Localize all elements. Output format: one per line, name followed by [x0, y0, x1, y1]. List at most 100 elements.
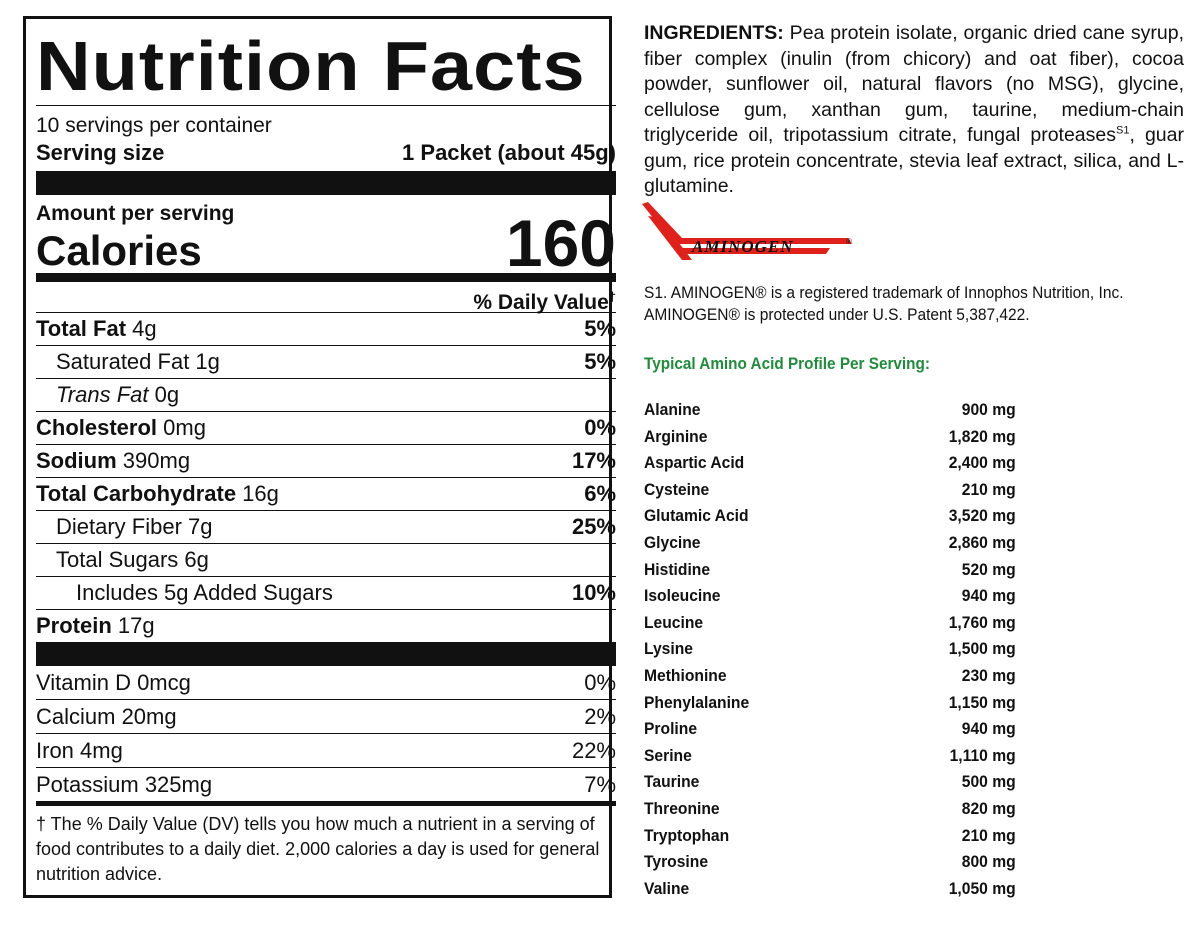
amino-name: Aspartic Acid: [644, 453, 745, 473]
calories-value: 160: [505, 206, 616, 280]
nutrient-name: Sodium: [36, 448, 117, 473]
serving-size-label: Serving size: [36, 140, 165, 165]
amino-row: Tyrosine 800 mg: [644, 849, 1016, 876]
amino-name: Glycine: [644, 532, 701, 552]
dagger-mark: †: [608, 289, 616, 304]
amino-amount: 2,400 mg: [948, 453, 1016, 473]
amino-name: Methionine: [644, 665, 727, 685]
amino-profile-table: Alanine 900 mg Arginine 1,820 mg Aspartic Ac…: [644, 397, 1016, 902]
amino-row: Lysine 1,500 mg: [644, 636, 1016, 663]
amino-amount: 940 mg: [961, 586, 1016, 606]
nutrient-amount: 7g: [181, 514, 213, 539]
vitamin-dv: 22%: [571, 738, 616, 763]
nutrient-amount: 1g: [189, 349, 220, 374]
vitamin-label: Potassium 325mg: [36, 772, 213, 797]
amino-amount: 1,760 mg: [948, 612, 1016, 632]
title-divider: [36, 105, 616, 106]
nutrient-amount: 0g: [148, 382, 180, 407]
nutrient-name: Total Carbohydrate: [36, 481, 237, 506]
daily-value-footnote: † The % Daily Value (DV) tells you how m…: [36, 814, 600, 884]
ingredients-text: Pea protein isolate, organic dried cane …: [644, 22, 1184, 146]
trademark-note: S1. AMINOGEN® is a registered trademark …: [644, 284, 1124, 324]
amino-name: Valine: [644, 878, 690, 898]
amino-row: Leucine 1,760 mg: [644, 610, 1016, 637]
amino-row: Glycine 2,860 mg: [644, 530, 1016, 557]
amino-amount: 1,110 mg: [949, 745, 1016, 765]
nutrient-name: Total Fat: [36, 316, 127, 341]
nutrient-dv: 17%: [571, 448, 616, 473]
nutrient-name-rest: Fat: [110, 382, 149, 407]
nutrient-row-sodium: Sodium 390mg 17%: [36, 444, 616, 477]
vitamin-dv: 2%: [584, 704, 616, 729]
amino-row: Isoleucine 940 mg: [644, 583, 1016, 610]
amino-amount: 1,500 mg: [948, 639, 1016, 659]
amino-amount: 820 mg: [961, 798, 1016, 818]
amount-per-serving-label: Amount per serving: [36, 202, 235, 225]
nutrient-row-total-fat: Total Fat 4g 5%: [36, 312, 616, 345]
amino-row: Serine 1,110 mg: [644, 743, 1016, 770]
amino-amount: 520 mg: [961, 559, 1016, 579]
nutrient-amount: 17g: [111, 613, 155, 638]
amino-row: Methionine 230 mg: [644, 663, 1016, 690]
vitamin-label: Iron 4mg: [36, 738, 123, 763]
nutrient-row-protein: Protein 17g: [36, 609, 616, 642]
nutrient-name: Total Sugars: [56, 547, 179, 572]
nutrition-facts-panel: Nutrition Facts 10 servings per containe…: [23, 16, 616, 898]
amino-row: Alanine 900 mg: [644, 397, 1016, 424]
amino-row: Tryptophan 210 mg: [644, 823, 1016, 850]
amino-row: Aspartic Acid 2,400 mg: [644, 450, 1016, 477]
nutrient-amount: 0mg: [157, 415, 206, 440]
daily-value-header-text: % Daily Value: [473, 291, 609, 314]
amino-profile-heading: Typical Amino Acid Profile Per Serving:: [644, 354, 930, 373]
amino-row: Valine 1,050 mg: [644, 876, 1016, 903]
nutrient-dv: 0%: [584, 415, 616, 440]
amino-amount: 800 mg: [961, 852, 1016, 872]
aminogen-logo-graphic: AMINOGEN ®: [642, 202, 852, 260]
nutrient-name: Saturated Fat: [56, 349, 190, 374]
amino-name: Glutamic Acid: [644, 506, 749, 526]
amino-name: Tryptophan: [644, 825, 730, 845]
amino-name: Taurine: [644, 772, 700, 792]
nutrient-amount: 390mg: [116, 448, 191, 473]
logo-registered-mark: ®: [846, 237, 852, 246]
amino-name: Threonine: [644, 798, 720, 818]
amino-name: Cysteine: [644, 479, 710, 499]
amino-row: Phenylalanine 1,150 mg: [644, 690, 1016, 717]
serving-size-value: 1 Packet (about 45g): [402, 140, 616, 165]
nutrient-dv: 25%: [571, 514, 616, 539]
amino-amount: 230 mg: [961, 665, 1016, 685]
amino-amount: 1,820 mg: [948, 426, 1016, 446]
amino-amount: 1,150 mg: [948, 692, 1016, 712]
nutrient-row-added-sugars: Includes 5g Added Sugars 10%: [36, 576, 616, 609]
calories-row: Calories 160: [36, 206, 616, 280]
nutrient-dv: 5%: [584, 316, 616, 341]
footnote-divider: [36, 801, 616, 806]
nutrition-facts-title: Nutrition Facts: [36, 27, 586, 105]
nutrient-amount: 4g: [126, 316, 157, 341]
nutrient-row-saturated-fat: Saturated Fat 1g 5%: [36, 345, 616, 378]
vitamin-dv: 0%: [584, 670, 616, 695]
nutrient-amount: 16g: [236, 481, 279, 506]
nutrient-name: Protein: [36, 613, 112, 638]
vitamin-row-calcium: Calcium 20mg 2%: [36, 699, 616, 733]
amino-row: Glutamic Acid 3,520 mg: [644, 503, 1016, 530]
nutrient-dv: 6%: [584, 481, 616, 506]
amino-name: Arginine: [644, 426, 708, 446]
servings-per-container: 10 servings per container: [36, 114, 272, 137]
amino-amount: 940 mg: [961, 719, 1016, 739]
ingredients-paragraph: INGREDIENTS: Pea protein isolate, organi…: [644, 21, 1184, 200]
serving-size-row: Serving size 1 Packet (about 45g): [36, 139, 616, 171]
vitamin-row-iron: Iron 4mg 22%: [36, 733, 616, 767]
amino-amount: 2,860 mg: [948, 532, 1016, 552]
calories-label: Calories: [36, 227, 202, 274]
ingredients-text-end: , guar gum, rice protein concentrate, st…: [644, 124, 1184, 197]
calories-divider: [36, 273, 616, 282]
nutrient-name: Includes 5g Added Sugars: [76, 580, 333, 605]
nutrient-name: Dietary Fiber: [56, 514, 182, 539]
nutrient-row-cholesterol: Cholesterol 0mg 0%: [36, 411, 616, 444]
logo-wordmark: AMINOGEN: [691, 237, 794, 256]
amino-amount: 500 mg: [961, 772, 1016, 792]
vitamin-row-vitamin-d: Vitamin D 0mcg 0%: [36, 666, 616, 699]
nutrient-amount: 6g: [178, 547, 209, 572]
vitamin-dv: 7%: [584, 772, 616, 797]
